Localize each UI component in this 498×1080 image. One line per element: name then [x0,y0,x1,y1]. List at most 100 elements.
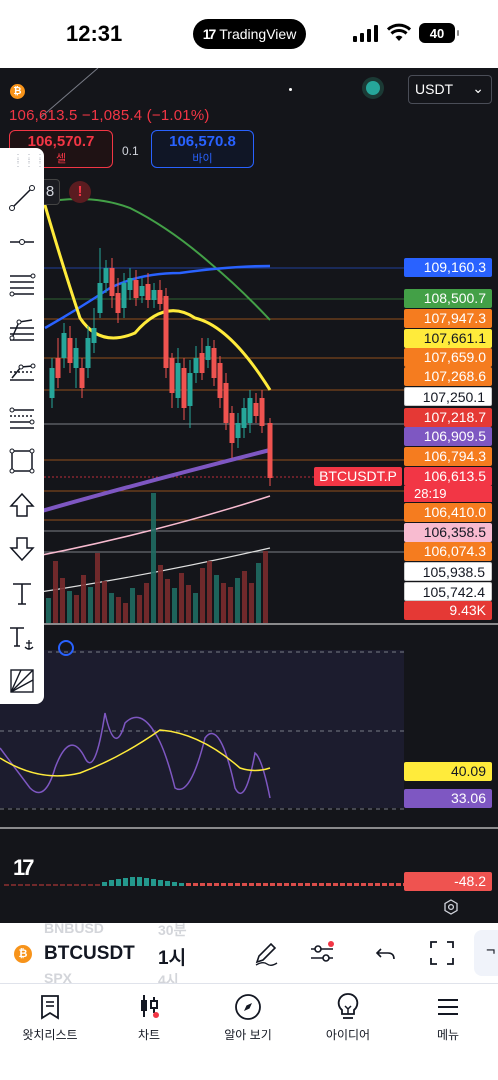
fullscreen-icon[interactable] [429,940,455,966]
candle-body [109,268,115,296]
candle-body [67,338,73,363]
macd-bar [326,883,331,886]
indicators-icon[interactable] [309,940,335,966]
macd-bar [74,884,79,886]
pitchfork-icon[interactable] [5,312,39,346]
sell-price: 106,570.7 [27,133,95,150]
macd-bar [242,883,247,886]
buy-button[interactable]: 106,570.8 바이 [151,130,254,168]
rsi-ma-value: 40.09 [404,762,492,781]
macd-bar [172,882,177,886]
volume-bar [200,568,205,623]
macd-bar [102,882,107,886]
arrow-up-icon[interactable] [5,488,39,522]
regression-icon[interactable] [5,400,39,434]
volume-bar [88,587,93,623]
macd-bar [200,883,205,886]
drag-handle-icon[interactable]: ⋮⋮⋮ ⋮⋮⋮ [13,153,46,169]
volume-bar [130,588,135,623]
price-label: 106,410.0 [404,503,492,522]
macd-bar [396,883,401,886]
spread-value: 0.1 [122,144,139,158]
rsi-band [0,650,404,808]
market-status-icon[interactable] [366,81,380,95]
battery-indicator: 40 [419,23,459,43]
settings-hexagon-icon[interactable] [443,899,459,915]
macd-bar [179,883,184,886]
macd-bar [60,884,65,886]
macd-bar [4,884,9,886]
nav-watchlist[interactable]: 왓치리스트 [0,992,100,1043]
candle-body [163,296,169,368]
rsi-ma-line [0,729,271,777]
ma-yellow-line [38,187,272,391]
text-icon[interactable] [5,576,39,610]
currency-value: USDT [415,81,454,97]
more-tools-button[interactable]: ¬ [474,930,498,976]
candle-body [145,284,151,300]
volume-bar [193,593,198,623]
volume-bar [158,565,163,623]
draw-pen-icon[interactable] [253,940,279,966]
status-bar: 12:31 17 TradingView 40 [0,0,498,68]
macd-bar [67,884,72,886]
nav-menu[interactable]: 메뉴 [398,992,498,1043]
macd-bar [333,883,338,886]
fib-channel-icon[interactable] [5,268,39,302]
currency-select[interactable]: USDT ⌄ [408,75,492,104]
price-label: 9.43K [404,601,492,620]
tradingview-pill[interactable]: 17 TradingView [193,19,306,49]
price-label: 107,218.7 [404,408,492,427]
price-label: 109,160.3 [404,258,492,277]
watchlist-icon [41,995,59,1020]
candle-body [121,283,127,308]
rectangle-icon[interactable] [5,444,39,478]
price-label: 106,358.5 [404,523,492,542]
interval-button[interactable]: 1시 [158,948,187,969]
volume-bar [144,583,149,623]
gann-fan-icon[interactable] [5,664,39,698]
macd-bar [277,883,282,886]
horizontal-ray-icon[interactable] [5,225,39,259]
macd-bar [95,884,100,886]
volume-bar [53,561,58,623]
parallel-channel-icon[interactable] [5,356,39,390]
trend-line [39,68,99,119]
candle-body [157,290,163,304]
candle-body [139,286,145,296]
price-label: 105,742.4 [404,582,492,601]
candle-body [49,368,55,398]
macd-bar [375,883,380,886]
undo-icon[interactable] [373,940,399,966]
price-label: 107,661.1 [404,329,492,348]
candle-body [217,363,223,398]
macd-bar [263,883,268,886]
macd-bar [305,883,310,886]
macd-bar [228,883,233,886]
volume-bar [74,595,79,623]
warning-icon[interactable]: ! [69,181,91,203]
nav-label: 알아 보기 [224,1028,272,1042]
macd-bar [18,884,23,886]
volume-bar [263,551,268,623]
candle-body [151,290,157,300]
wifi-icon [387,23,411,41]
nav-label: 아이디어 [325,1028,371,1042]
trend-line-icon[interactable] [5,181,39,215]
nav-ideas[interactable]: 아이디어 [298,992,398,1043]
anchored-text-icon[interactable] [5,620,39,654]
tradingview-pill-label: TradingView [219,26,297,42]
arrow-down-icon[interactable] [5,532,39,566]
macd-bar [340,883,345,886]
volume-bar [95,553,100,623]
macd-bar [270,883,275,886]
symbol-name-button[interactable]: BTCUSDT [44,943,135,964]
candle-body [223,383,229,423]
chart-icon [141,995,159,1018]
macd-value: -48.2 [404,872,492,891]
nav-chart[interactable]: 차트 [99,992,199,1043]
chart-area[interactable]: ₿ 106,613.5 −1,085.4 (−1.01%) 106,570.7 … [0,68,498,923]
buy-price: 106,570.8 [169,133,236,150]
nav-explore[interactable]: 알아 보기 [198,992,298,1043]
candle-body [241,408,247,428]
